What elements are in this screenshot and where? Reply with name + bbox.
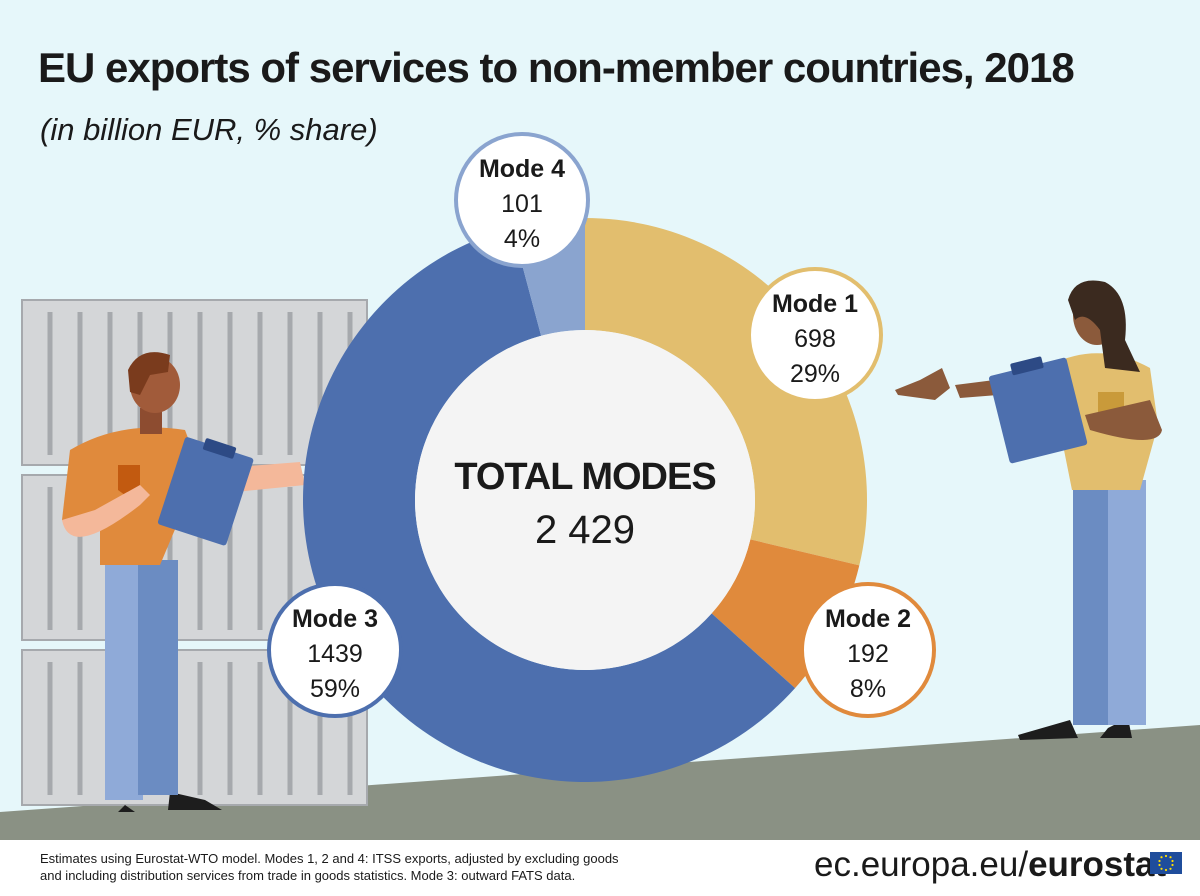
ground-slope	[0, 725, 1200, 840]
donut-chart	[302, 218, 867, 783]
mode-value-label: 101	[501, 190, 543, 218]
total-value: 2 429	[534, 508, 636, 552]
donut-slice-1	[585, 218, 867, 566]
mode-value-label: 1439	[307, 640, 363, 668]
footnote-line-2: and including distribution services from…	[40, 868, 576, 883]
chart-subtitle: (in billion EUR, % share)	[40, 112, 378, 147]
donut-center	[415, 330, 755, 670]
brand-name: eurostat	[1028, 845, 1167, 884]
mode-share-label: 29%	[790, 360, 840, 388]
mode-name-label: Mode 1	[772, 290, 858, 318]
mode-share-label: 8%	[850, 675, 886, 703]
eurostat-link[interactable]: ec.europa.eu/eurostat	[814, 845, 1166, 885]
mode-bubble-3: Mode 3 1439 59%	[267, 582, 403, 718]
mode-share-label: 4%	[504, 225, 540, 253]
mode-bubble-1: Mode 1 698 29%	[747, 267, 883, 403]
mode-bubble-4: Mode 4 101 4%	[454, 132, 590, 268]
footnote-line-1: Estimates using Eurostat-WTO model. Mode…	[40, 851, 619, 866]
mode-name-label: Mode 2	[825, 605, 911, 633]
worker-right	[895, 280, 1162, 740]
mode-bubble-2: Mode 2 192 8%	[800, 582, 936, 718]
mode-name-label: Mode 4	[479, 155, 565, 183]
chart-title: EU exports of services to non-member cou…	[38, 44, 1075, 91]
mode-share-label: 59%	[310, 675, 360, 703]
donut-slice-3	[302, 227, 796, 783]
total-label: TOTAL MODES	[454, 456, 716, 498]
worker-left	[62, 352, 305, 812]
mode-value-label: 698	[794, 325, 836, 353]
mode-name-label: Mode 3	[292, 605, 378, 633]
eu-flag-icon	[1150, 852, 1182, 874]
brand-prefix: ec.europa.eu/	[814, 845, 1029, 884]
footnote: Estimates using Eurostat-WTO model. Mode…	[40, 850, 660, 884]
mode-value-label: 192	[847, 640, 889, 668]
